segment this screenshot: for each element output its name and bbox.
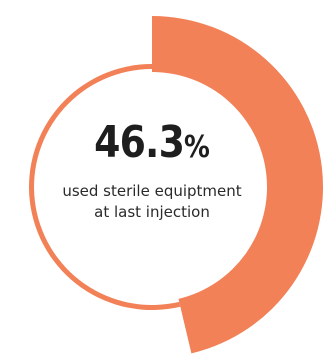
percent-symbol: % — [184, 130, 210, 165]
center-label: 46.3% used sterile equiptment at last in… — [54, 118, 250, 223]
percentage-caption: used sterile equiptment at last injectio… — [62, 182, 242, 221]
highlight-segment — [152, 16, 324, 354]
percentage-value: 46.3% — [94, 117, 210, 168]
